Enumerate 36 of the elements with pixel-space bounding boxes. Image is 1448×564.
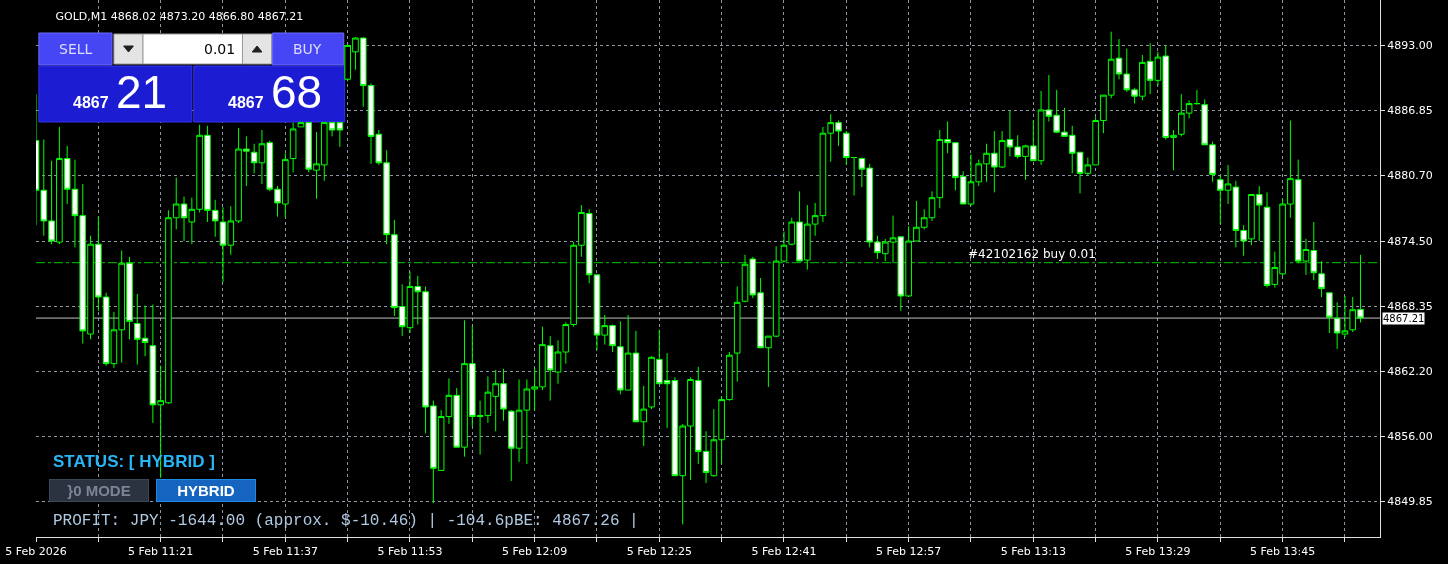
annotation: 0.01 [204,41,236,57]
annotation: BUY [293,41,322,57]
annotation: }0 MODE [67,482,131,499]
candlestick [289,122,297,173]
y-tick-label: 4886.85 [1387,104,1433,118]
ref-line-label: 4867.21 [1383,313,1425,324]
x-tick-label: 5 Feb 12:57 [876,545,942,559]
x-tick-label: 5 Feb 11:21 [128,545,194,559]
ref-line-label: #42102162 buy 0.01 [968,247,1096,261]
y-tick-label: 4893.00 [1387,39,1433,53]
x-tick-label: 5 Feb 11:37 [252,545,318,559]
y-tick-label: 4862.20 [1387,364,1433,378]
annotation: PROFIT: JPY -1644.00 (approx. $-10.46) | -104.6pBE: 4867.26 | [53,512,639,530]
y-tick-label: 4856.00 [1387,430,1433,444]
candlestick [733,285,741,383]
x-tick-label: 5 Feb 13:45 [1250,545,1316,559]
x-tick-label: 5 Feb 12:41 [751,545,817,559]
annotation: 21 [116,66,168,118]
candlestick [1318,260,1325,298]
y-tick-label: 4849.85 [1387,495,1433,509]
y-tick-label: 4874.50 [1387,234,1433,248]
annotation: 4867 [73,94,109,111]
x-tick-label: 5 Feb 12:25 [626,545,692,559]
x-tick-label: 5 Feb 13:13 [1000,545,1066,559]
y-tick-label: 4868.35 [1387,299,1433,313]
annotation: 4867 [228,94,264,111]
text: GOLD,M1 4868.02 4873.20 4866.80 4867.21 [55,9,304,23]
x-tick-label: 5 Feb 2026 [5,545,67,559]
candlestick [1326,292,1333,334]
annotation: HYBRID [177,482,235,499]
x-tick-label: 5 Feb 11:53 [377,545,443,559]
annotation: 68 [271,66,323,118]
annotation: SELL [59,41,93,57]
x-tick-label: 5 Feb 13:29 [1125,545,1191,559]
y-tick-label: 4880.70 [1387,169,1433,183]
x-tick-label: 5 Feb 12:09 [502,545,568,559]
